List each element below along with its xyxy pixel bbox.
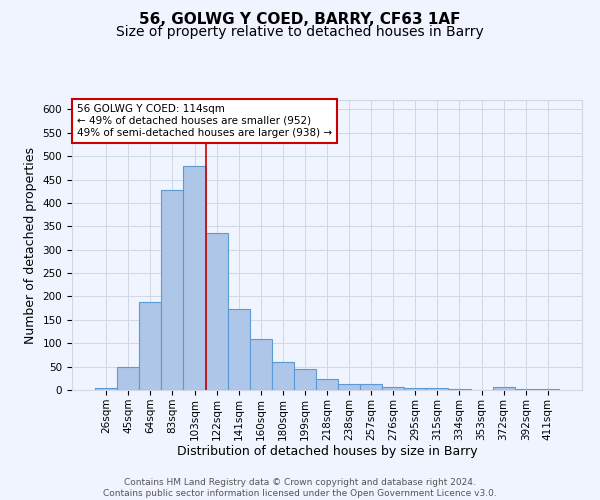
Bar [250, 340, 272, 390]
Bar [515, 389, 537, 390]
Bar [448, 389, 470, 390]
Text: Contains HM Land Registry data © Crown copyright and database right 2024.
Contai: Contains HM Land Registry data © Crown c… [103, 478, 497, 498]
Bar [404, 388, 427, 390]
Text: Distribution of detached houses by size in Barry: Distribution of detached houses by size … [176, 444, 478, 458]
Bar [272, 362, 294, 390]
Bar [537, 388, 559, 390]
Bar [95, 388, 117, 390]
Bar [206, 234, 227, 390]
Bar [382, 387, 404, 390]
Bar [294, 370, 316, 390]
Text: Size of property relative to detached houses in Barry: Size of property relative to detached ho… [116, 25, 484, 39]
Bar [184, 166, 206, 390]
Bar [117, 366, 139, 390]
Bar [338, 384, 360, 390]
Text: 56, GOLWG Y COED, BARRY, CF63 1AF: 56, GOLWG Y COED, BARRY, CF63 1AF [139, 12, 461, 28]
Bar [139, 302, 161, 390]
Bar [227, 309, 250, 390]
Bar [161, 190, 184, 390]
Y-axis label: Number of detached properties: Number of detached properties [24, 146, 37, 344]
Bar [427, 388, 448, 390]
Bar [493, 387, 515, 390]
Text: 56 GOLWG Y COED: 114sqm
← 49% of detached houses are smaller (952)
49% of semi-d: 56 GOLWG Y COED: 114sqm ← 49% of detache… [77, 104, 332, 138]
Bar [316, 379, 338, 390]
Bar [360, 384, 382, 390]
